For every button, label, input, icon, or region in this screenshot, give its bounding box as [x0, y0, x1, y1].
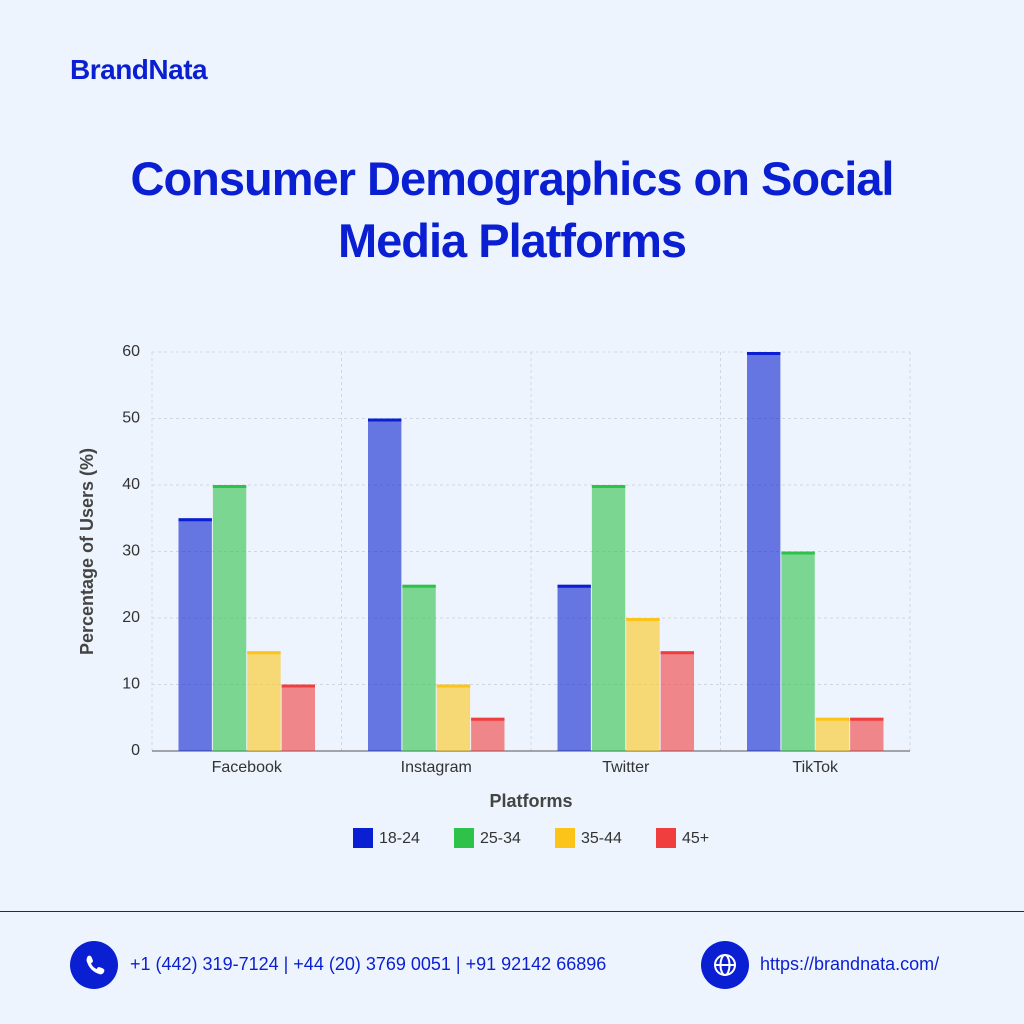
- y-tick-label: 30: [122, 543, 140, 560]
- phone-numbers: +1 (442) 319-7124 | +44 (20) 3769 0051 |…: [130, 954, 607, 974]
- bar-top: [626, 618, 660, 621]
- y-tick-label: 20: [122, 609, 140, 626]
- y-axis-label: Percentage of Users (%): [77, 448, 97, 655]
- legend-swatch: [555, 828, 575, 848]
- chart-title: Consumer Demographics on Social Media Pl…: [130, 152, 895, 267]
- bar: [281, 684, 315, 751]
- bar: [402, 584, 436, 751]
- legend-label: 25-34: [480, 830, 521, 847]
- legend-swatch: [454, 828, 474, 848]
- legend-label: 45+: [682, 830, 709, 847]
- bar-top: [281, 684, 315, 688]
- y-tick-label: 10: [122, 676, 140, 693]
- x-tick-label: Instagram: [401, 759, 472, 776]
- bar: [247, 651, 281, 751]
- bar: [557, 584, 591, 751]
- x-axis-label: Platforms: [489, 791, 572, 811]
- bar-top: [471, 717, 505, 721]
- bar-top: [402, 584, 436, 588]
- legend-swatch: [353, 828, 373, 848]
- bar-top: [178, 518, 212, 522]
- bar-top: [850, 717, 884, 721]
- legend-label: 18-24: [379, 830, 420, 847]
- y-tick-label: 50: [122, 410, 140, 427]
- bar: [626, 618, 660, 751]
- bar: [212, 485, 247, 751]
- bar: [850, 717, 884, 751]
- phone-icon: [70, 941, 118, 989]
- globe-glyph: [714, 954, 736, 976]
- bar-top: [660, 651, 694, 655]
- bar: [178, 518, 212, 751]
- bar-top: [815, 717, 850, 721]
- bar-top: [591, 485, 626, 488]
- bar: [815, 717, 850, 751]
- legend-swatch: [656, 828, 676, 848]
- bar-top: [436, 684, 471, 688]
- bar: [781, 551, 815, 751]
- bar: [747, 352, 781, 751]
- bar-top: [557, 584, 591, 588]
- y-tick-label: 0: [131, 742, 140, 759]
- divider: [0, 911, 1024, 912]
- legend-label: 35-44: [581, 830, 622, 847]
- phone-glyph: [86, 955, 105, 975]
- bar: [471, 717, 505, 751]
- bar-top: [747, 352, 781, 355]
- brand: BrandNata: [70, 54, 208, 85]
- y-tick-label: 40: [122, 476, 140, 493]
- bar-top: [212, 485, 247, 488]
- bar: [436, 684, 471, 751]
- x-tick-label: TikTok: [792, 759, 839, 776]
- bar-top: [781, 551, 815, 555]
- bar-top: [368, 418, 402, 422]
- bar-top: [247, 651, 281, 655]
- chart: 0 10 20 30 40 50 60 Percentage of Users (%) Plat…: [77, 343, 911, 848]
- globe-icon: [701, 941, 749, 989]
- bar: [368, 418, 402, 751]
- x-tick-label: Facebook: [212, 759, 283, 776]
- bar: [591, 485, 626, 751]
- y-tick-label: 60: [122, 343, 140, 360]
- bar: [660, 651, 694, 751]
- x-tick-label: Twitter: [602, 759, 650, 776]
- website[interactable]: https://brandnata.com/: [760, 954, 940, 974]
